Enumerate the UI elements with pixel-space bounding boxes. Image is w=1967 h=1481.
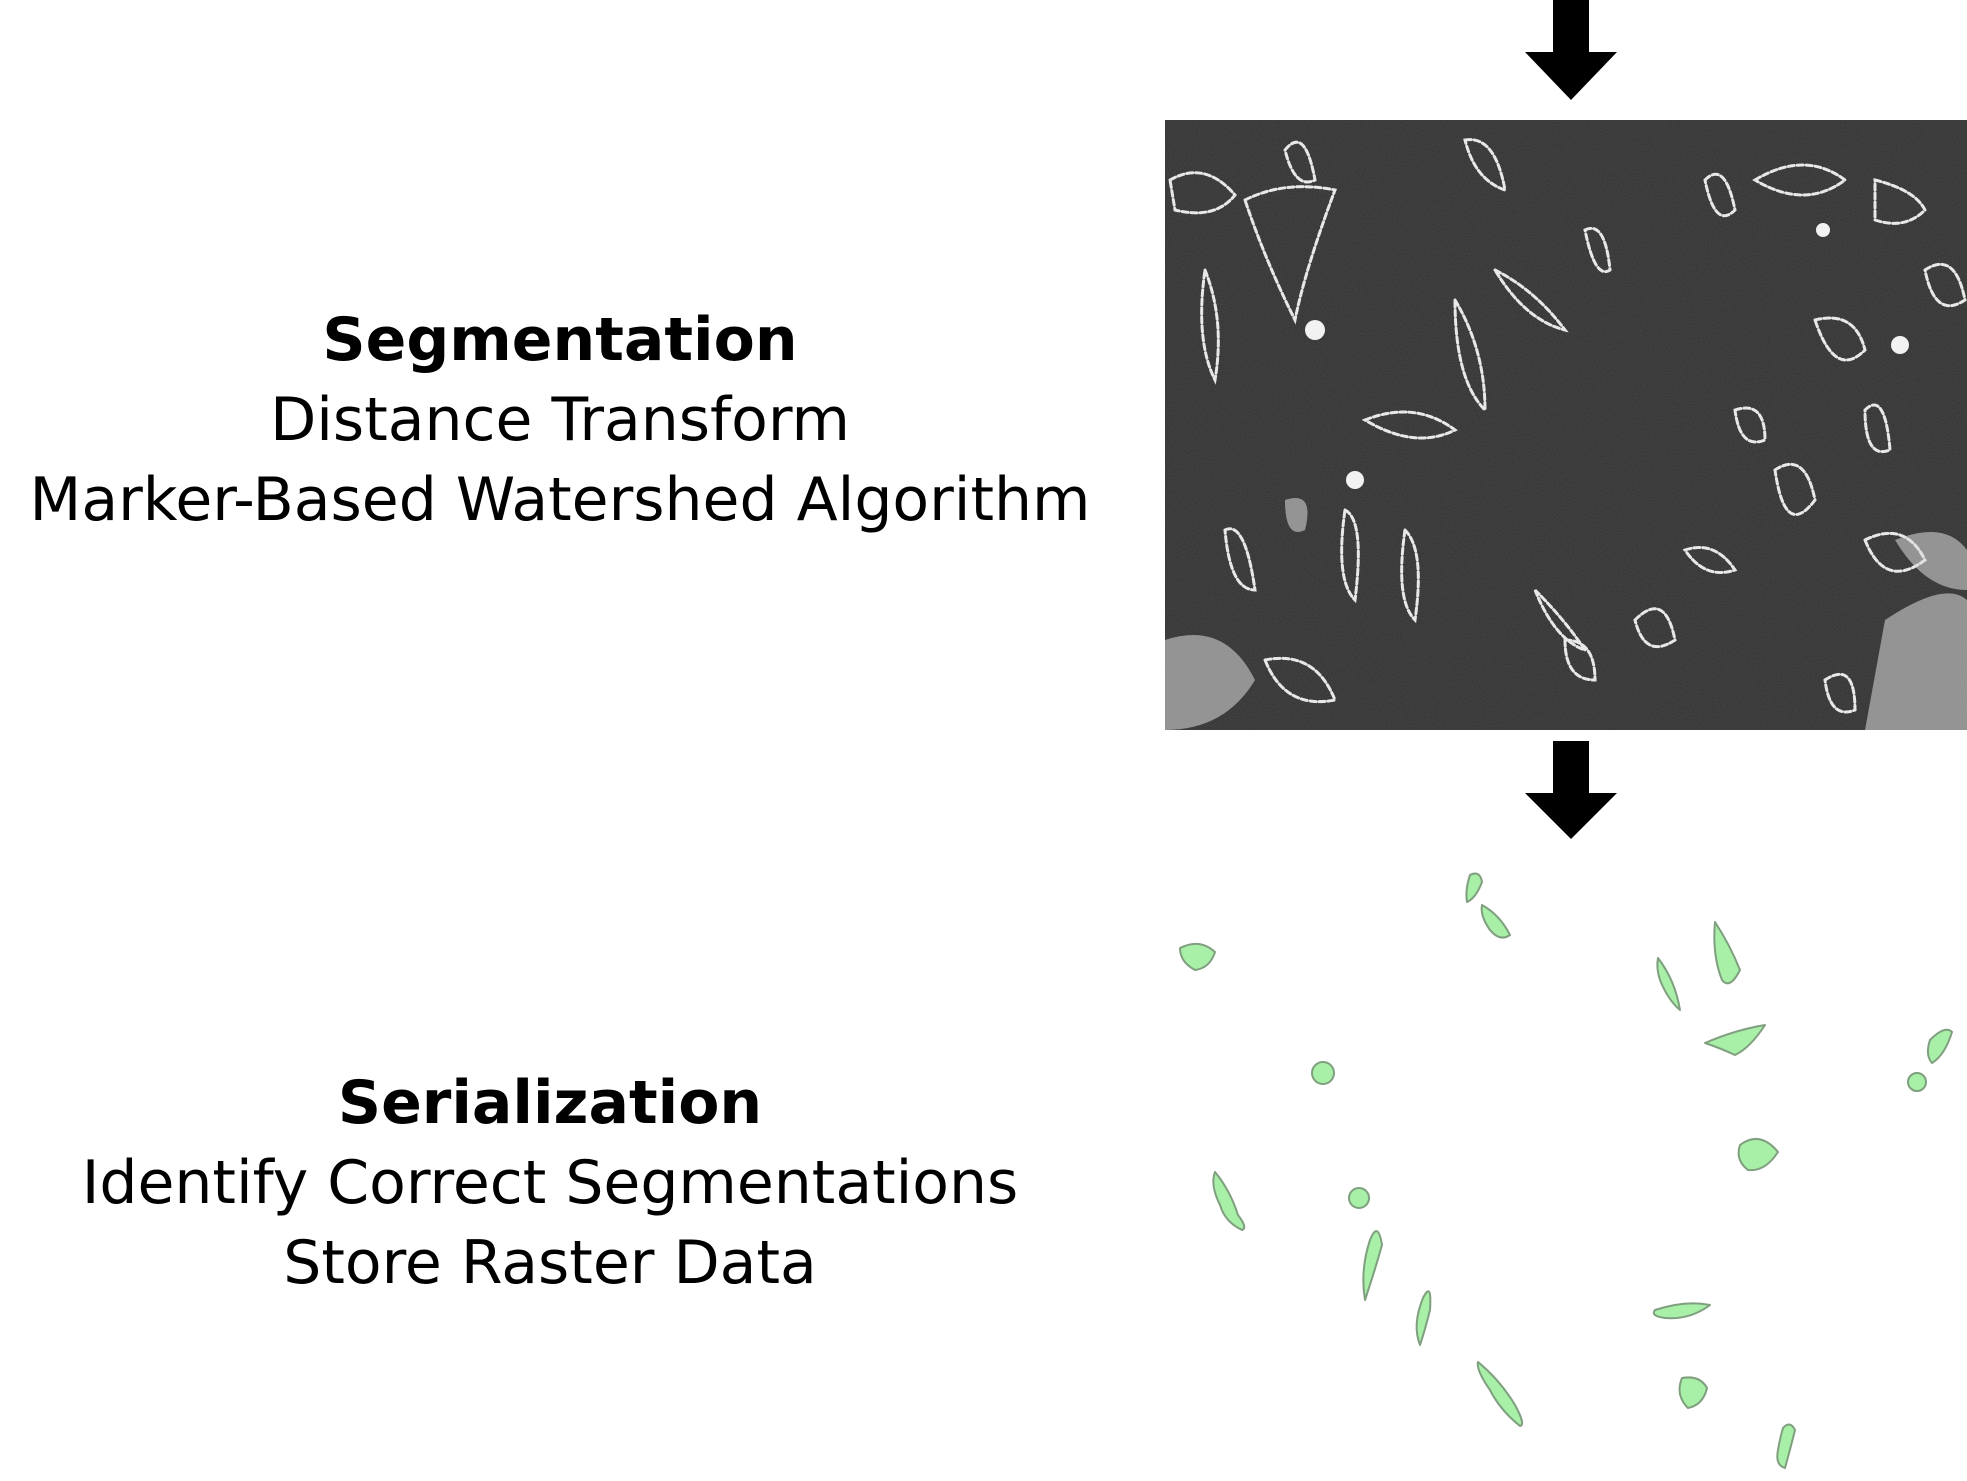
mask-cell [1415,1290,1432,1346]
mask-cell [1926,1028,1953,1064]
mask-cell [1737,1137,1779,1172]
mask-cell [1678,1376,1708,1409]
mask-cell [1212,1171,1246,1231]
serialization-block: Serialization Identify Correct Segmentat… [20,1063,1080,1303]
segmentation-line-2: Marker-Based Watershed Algorithm [29,465,1091,535]
mask-cell [1311,1061,1335,1085]
serialization-title: Serialization [337,1068,763,1138]
segmentation-masks [1179,872,1953,1469]
top-arrow-icon [1525,0,1617,100]
mask-cell [1362,1230,1383,1301]
mask-cell [1476,1361,1524,1427]
mask-cell [1348,1187,1370,1209]
mask-cell [1704,1024,1766,1056]
serialization-line-1: Identify Correct Segmentations [81,1148,1019,1218]
mask-cell [1776,1423,1796,1469]
mask-cell [1465,872,1483,903]
middle-arrow-icon [1525,741,1617,839]
mask-cell [1652,1302,1711,1320]
mask-cell [1907,1072,1927,1092]
segmentation-line-1: Distance Transform [270,385,850,455]
mask-cell [1480,904,1511,939]
mask-cell [1656,957,1681,1011]
segmentation-title: Segmentation [322,305,798,375]
microscopy-image [1165,120,1967,730]
serialization-line-2: Store Raster Data [283,1228,817,1298]
mask-cell [1713,921,1741,985]
segmentation-block: Segmentation Distance Transform Marker-B… [20,300,1100,540]
mask-cell [1179,942,1216,971]
